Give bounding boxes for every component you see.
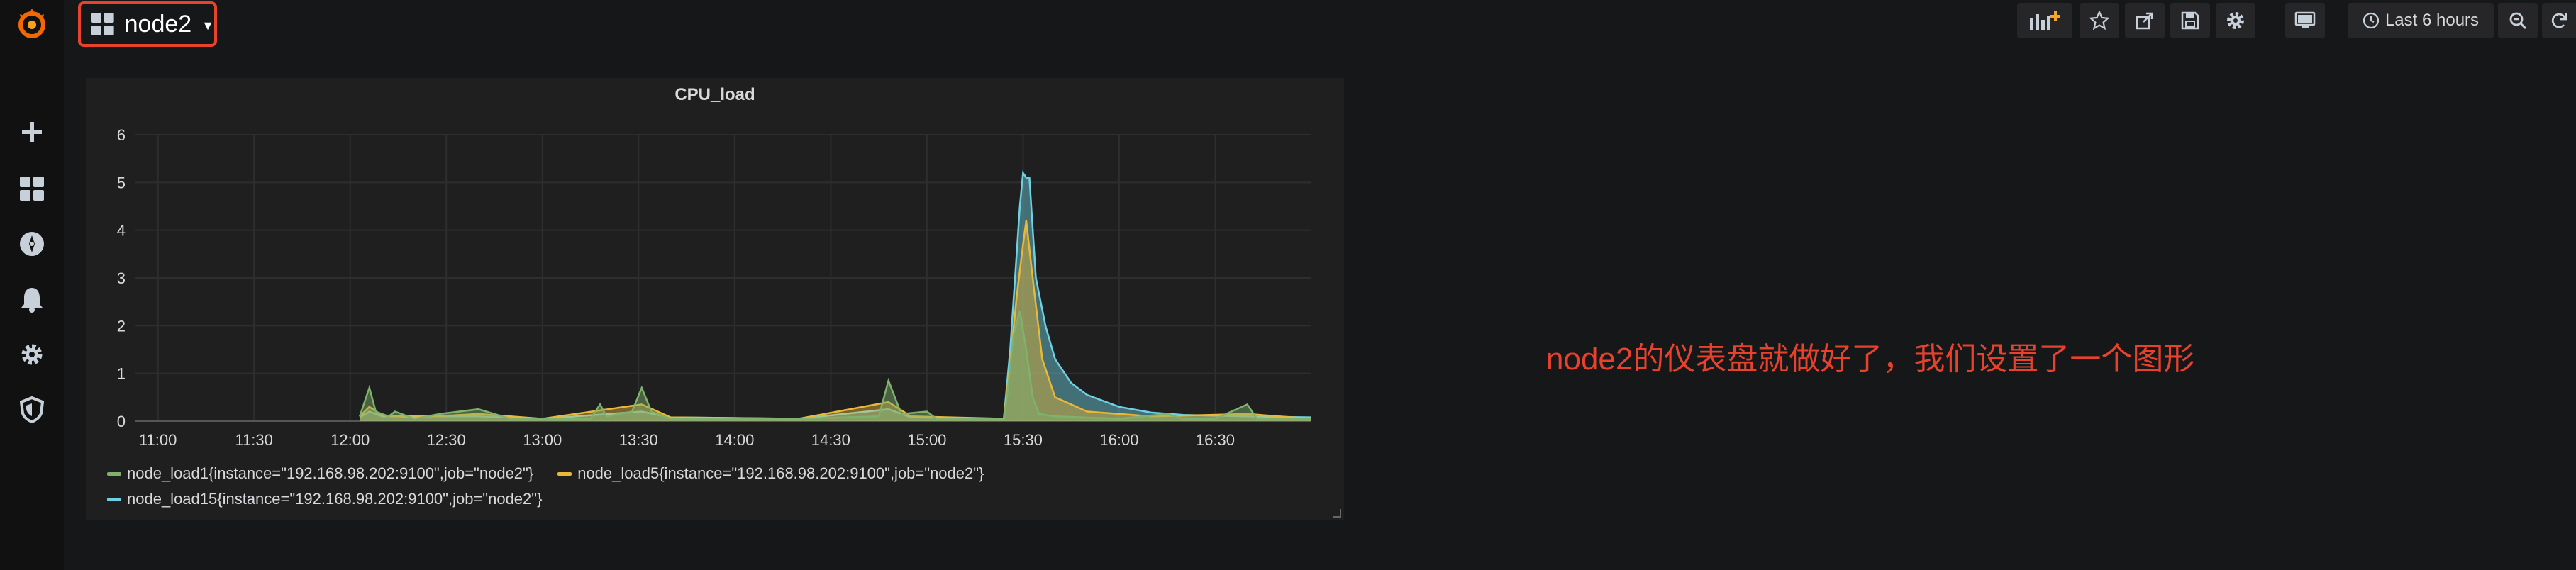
time-range-picker[interactable]: Last 6 hours — [2348, 3, 2494, 38]
series-line-2 — [359, 170, 1312, 420]
y-tick-label: 2 — [117, 317, 126, 335]
save-icon — [2181, 11, 2199, 30]
series-area-0 — [360, 311, 1312, 421]
dashboard-picker[interactable]: node2 ▼ — [78, 1, 217, 47]
x-tick-label: 14:00 — [715, 431, 754, 449]
series-line-1 — [359, 220, 1312, 420]
graph-panel: CPU_load 0 1 2 3 4 5 6 11:00 11:30 12:00 12:30 13:0… — [86, 78, 1344, 520]
save-button[interactable] — [2170, 3, 2210, 38]
y-tick-label: 0 — [117, 413, 126, 430]
legend-label: node_load1{instance="192.168.98.202:9100… — [127, 464, 534, 482]
x-tick-label: 13:00 — [523, 431, 562, 449]
y-tick-label: 3 — [117, 269, 126, 287]
legend-label: node_load5{instance="192.168.98.202:9100… — [577, 464, 984, 482]
add-panel-icon — [2030, 11, 2060, 30]
panel-resize-handle[interactable] — [1333, 509, 1341, 518]
caret-down-icon: ▼ — [201, 18, 214, 33]
x-tick-label: 12:00 — [331, 431, 370, 449]
cpu-load-chart[interactable]: 0 1 2 3 4 5 6 11:00 11:30 12:00 12:30 13:00 13:30 14:… — [86, 78, 1344, 454]
time-range-label: Last 6 hours — [2385, 11, 2480, 30]
x-tick-label: 13:30 — [619, 431, 658, 449]
y-tick-label: 6 — [117, 126, 126, 144]
series-line-0 — [359, 311, 1311, 420]
x-tick-label: 11:00 — [139, 431, 177, 449]
series-area-1 — [360, 220, 1312, 421]
dashboards-icon — [91, 13, 114, 35]
x-tick-label: 12:30 — [427, 431, 466, 449]
sidebar — [0, 0, 64, 570]
zoom-out-button[interactable] — [2498, 3, 2538, 38]
dashboard-title: node2 — [124, 10, 192, 38]
x-tick-label: 16:00 — [1099, 431, 1138, 449]
zoom-out-icon — [2509, 12, 2527, 30]
tv-monitor-icon — [2294, 11, 2316, 28]
refresh-button[interactable] — [2542, 3, 2576, 38]
star-icon — [2089, 11, 2109, 30]
clock-icon — [2363, 12, 2380, 29]
add-panel-button[interactable] — [2017, 3, 2072, 38]
legend-swatch — [107, 497, 121, 501]
legend-label: node_load15{instance="192.168.98.202:910… — [127, 490, 543, 508]
gear-icon[interactable] — [0, 333, 64, 376]
y-tick-label: 1 — [117, 365, 126, 383]
shield-icon[interactable] — [0, 389, 64, 431]
legend-item-load1[interactable]: node_load1{instance="192.168.98.202:9100… — [107, 464, 533, 483]
share-button[interactable] — [2125, 3, 2165, 38]
legend-item-load5[interactable]: node_load5{instance="192.168.98.202:9100… — [557, 464, 984, 483]
y-tick-label: 4 — [117, 222, 126, 240]
explore-compass-icon[interactable] — [0, 223, 64, 265]
panel-title[interactable]: CPU_load — [674, 85, 755, 104]
legend-item-load15[interactable]: node_load15{instance="192.168.98.202:910… — [107, 490, 542, 508]
x-tick-label: 11:30 — [235, 431, 272, 449]
grafana-logo-icon[interactable] — [0, 0, 64, 47]
annotation-text: node2的仪表盘就做好了，我们设置了一个图形 — [1546, 342, 2195, 376]
x-tick-label: 15:00 — [907, 431, 946, 449]
dashboards-icon[interactable] — [0, 167, 64, 210]
chart-legend: node_load1{instance="192.168.98.202:9100… — [107, 461, 984, 512]
settings-button[interactable] — [2216, 3, 2255, 38]
tv-mode-button[interactable] — [2285, 3, 2325, 38]
x-tick-label: 15:30 — [1004, 431, 1043, 449]
gear-icon — [2227, 12, 2244, 29]
legend-swatch — [557, 471, 572, 476]
x-tick-label: 14:30 — [811, 431, 850, 449]
alert-bell-icon[interactable] — [0, 278, 64, 320]
share-icon — [2136, 12, 2153, 30]
x-tick-label: 16:30 — [1196, 431, 1235, 449]
refresh-icon — [2551, 13, 2567, 28]
star-button[interactable] — [2080, 3, 2119, 38]
plus-icon[interactable] — [0, 111, 64, 153]
y-tick-label: 5 — [117, 174, 126, 191]
series-area-2 — [360, 172, 1312, 421]
legend-swatch — [107, 471, 121, 476]
